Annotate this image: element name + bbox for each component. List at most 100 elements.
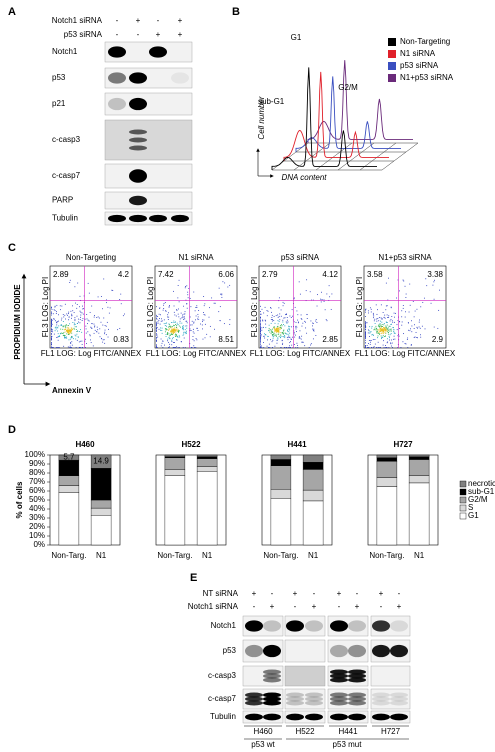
event-dot — [272, 337, 274, 339]
event-dot — [192, 336, 194, 337]
event-dot — [306, 279, 308, 281]
event-dot — [174, 327, 176, 329]
event-dot — [268, 343, 270, 345]
event-dot — [89, 334, 91, 336]
event-dot — [279, 336, 281, 338]
event-dot — [74, 286, 76, 288]
event-dot — [288, 327, 290, 329]
event-dot — [92, 345, 94, 347]
event-dot — [423, 297, 425, 299]
event-dot — [325, 319, 327, 321]
event-dot — [275, 331, 277, 333]
event-dot — [196, 327, 198, 329]
event-dot — [414, 310, 416, 312]
bar-segment — [376, 454, 398, 458]
event-dot — [58, 335, 59, 337]
event-dot — [260, 322, 261, 324]
event-dot — [57, 336, 59, 338]
event-dot — [196, 327, 198, 329]
event-dot — [104, 333, 105, 335]
event-dot — [279, 328, 281, 330]
event-dot — [178, 330, 180, 331]
event-dot — [280, 326, 282, 328]
event-dot — [382, 335, 384, 337]
event-dot — [70, 332, 72, 334]
event-dot — [62, 333, 64, 334]
blot — [104, 67, 193, 89]
event-dot — [106, 302, 107, 304]
event-dot — [266, 315, 268, 317]
event-dot — [72, 338, 74, 340]
event-dot — [381, 318, 383, 320]
sign: - — [253, 602, 256, 611]
event-dot — [162, 340, 164, 342]
event-dot — [278, 333, 280, 335]
hist-grid — [359, 142, 397, 171]
event-dot — [288, 331, 290, 333]
event-dot — [385, 330, 387, 332]
event-dot — [58, 347, 60, 348]
hist-grid — [315, 142, 353, 171]
event-dot — [365, 342, 366, 344]
status-label: p53 wt — [251, 740, 275, 749]
sign: + — [252, 589, 257, 598]
event-dot — [156, 314, 157, 316]
event-dot — [381, 330, 383, 332]
event-dot — [60, 332, 62, 334]
event-dot — [383, 329, 385, 330]
event-dot — [385, 328, 387, 330]
event-dot — [156, 345, 157, 347]
blot — [284, 639, 326, 663]
event-dot — [384, 330, 386, 332]
event-dot — [156, 334, 158, 336]
event-dot — [382, 329, 384, 331]
quadrant-value: 2.9 — [432, 335, 444, 344]
event-dot — [394, 332, 396, 334]
event-dot — [376, 328, 378, 330]
event-dot — [196, 339, 198, 341]
event-dot — [414, 324, 415, 326]
event-dot — [378, 320, 380, 322]
event-dot — [160, 327, 162, 329]
event-dot — [374, 318, 376, 320]
event-dot — [294, 334, 296, 336]
event-dot — [96, 331, 98, 333]
band — [245, 700, 263, 706]
event-dot — [51, 323, 53, 325]
event-dot — [277, 330, 279, 332]
event-dot — [405, 297, 407, 298]
event-dot — [178, 325, 180, 327]
event-dot — [280, 347, 282, 348]
event-dot — [301, 341, 303, 343]
event-dot — [286, 317, 288, 318]
event-dot — [260, 345, 262, 347]
event-dot — [277, 337, 279, 339]
y-tick-label: 90% — [29, 459, 45, 468]
sign: + — [178, 16, 183, 25]
event-dot — [179, 318, 181, 320]
protein-label: c-casp7 — [208, 694, 237, 703]
event-dot — [381, 318, 383, 320]
event-dot — [104, 325, 106, 327]
event-dot — [51, 307, 52, 309]
event-dot — [82, 347, 84, 348]
event-dot — [323, 299, 325, 301]
event-dot — [165, 329, 167, 331]
event-dot — [434, 279, 436, 281]
sign: - — [338, 602, 341, 611]
event-dot — [284, 332, 286, 334]
event-dot — [164, 344, 165, 346]
event-dot — [58, 347, 60, 348]
event-dot — [278, 307, 280, 309]
event-dot — [298, 336, 300, 338]
event-dot — [52, 347, 54, 348]
event-dot — [418, 321, 420, 323]
event-dot — [277, 333, 279, 335]
event-dot — [172, 342, 174, 343]
band — [263, 620, 281, 632]
event-dot — [70, 310, 72, 312]
event-dot — [273, 333, 275, 335]
event-dot — [282, 319, 284, 321]
event-dot — [291, 315, 293, 317]
event-dot — [94, 325, 96, 327]
